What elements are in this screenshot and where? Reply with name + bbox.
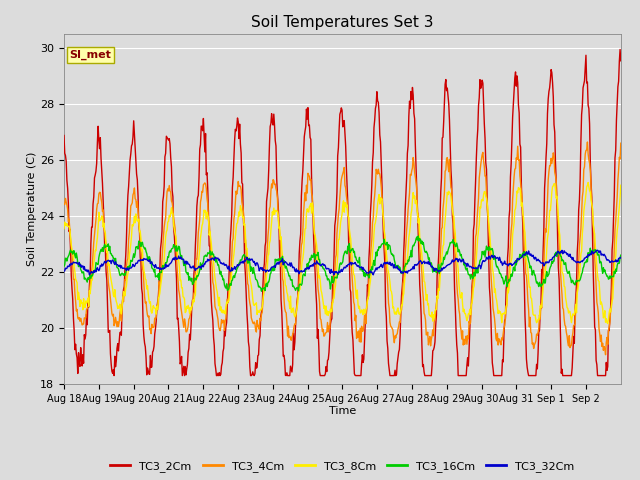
Y-axis label: Soil Temperature (C): Soil Temperature (C) <box>28 152 37 266</box>
Title: Soil Temperatures Set 3: Soil Temperatures Set 3 <box>251 15 434 30</box>
Legend: TC3_2Cm, TC3_4Cm, TC3_8Cm, TC3_16Cm, TC3_32Cm: TC3_2Cm, TC3_4Cm, TC3_8Cm, TC3_16Cm, TC3… <box>106 457 579 477</box>
Text: SI_met: SI_met <box>70 50 111 60</box>
X-axis label: Time: Time <box>329 407 356 417</box>
